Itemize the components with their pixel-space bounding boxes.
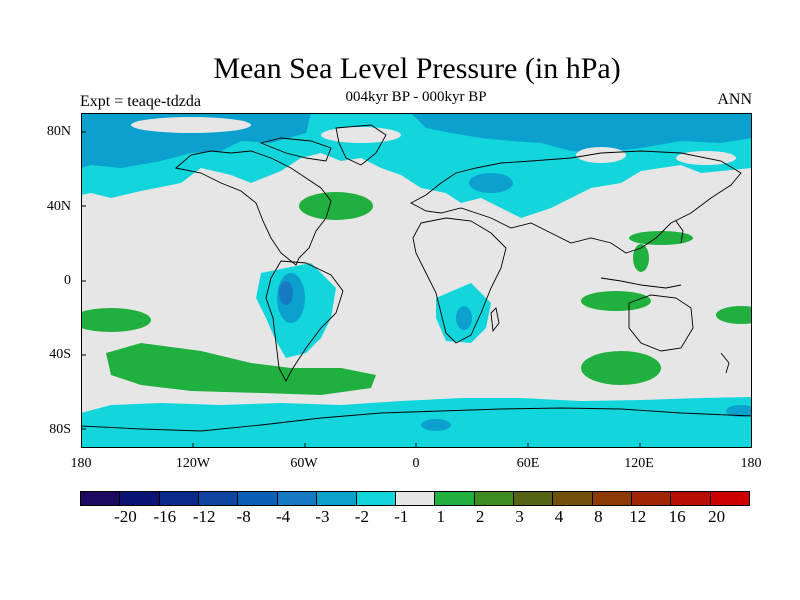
legend-label: -20 [114,507,137,526]
neutral-patch-north-1 [131,117,251,133]
anomaly-region-south-america-deep-blue [279,281,293,305]
legend-label: 12 [629,507,647,526]
lon-label-60w: 60W [290,456,318,471]
anomaly-region-africa-blue [456,306,472,330]
anomaly-region-tasman-green [716,306,752,324]
legend-label: 1 [436,507,445,526]
pressure-anomaly-map [81,113,752,448]
experiment-label: Expt = teaqe-tdzda [80,93,201,110]
legend-swatch [631,492,671,505]
season-label: ANN [717,91,752,108]
legend-label: 16 [668,507,686,526]
legend-label: -8 [236,507,251,526]
legend-swatch [276,492,317,505]
legend-label: 3 [515,507,524,526]
legend-swatch [81,492,120,505]
legend-swatch [394,492,435,505]
legend-label: -3 [315,507,330,526]
anomaly-region-indian-ocean-green [581,291,651,311]
legend-swatch [512,492,553,505]
lon-label-60e: 60E [516,456,540,471]
lon-label-120e: 120E [624,456,654,471]
legend-swatch [119,492,159,505]
anomaly-region-antarctic-blue [421,419,451,431]
legend-swatch [355,492,395,505]
legend-swatch [473,492,513,505]
anomaly-region-south-indian-green [581,351,661,385]
anomaly-region-west-pacific-green [633,244,649,272]
lat-label-80n: 80N [46,124,71,139]
legend-swatch [158,492,199,505]
legend-swatch [552,492,592,505]
lat-label-40n: 40N [46,199,71,214]
legend-swatch [591,492,632,505]
lon-label-180w: 180 [70,456,92,471]
anomaly-region-east-asia-green [629,231,693,245]
legend-label: 2 [475,507,485,526]
anomaly-region-north-atlantic-green [299,192,373,220]
lon-label-0: 0 [412,456,420,471]
anomaly-region-south-cyan [81,397,752,448]
chart-subtitle: 004kyr BP - 000kyr BP [345,89,487,105]
anomaly-region-east-pacific-green [81,308,151,332]
legend-swatch [237,492,277,505]
lat-label-80s: 80S [49,422,71,437]
legend-swatch [434,492,474,505]
legend-label: -16 [153,507,177,526]
legend-swatch [316,492,356,505]
chart-title: Mean Sea Level Pressure (in hPa) [213,52,621,85]
anomaly-region-north-blue-2 [411,113,752,153]
neutral-patch-north-2 [321,127,401,143]
coastlines [81,124,752,432]
legend-label: -12 [192,507,216,526]
legend-label: 4 [554,507,564,526]
legend-label: 20 [708,507,726,526]
anomaly-region-arctic-blue [469,173,513,193]
legend-swatch [198,492,238,505]
map-ticks [81,131,641,448]
legend-swatch [670,492,710,505]
legend-label: -4 [275,507,291,526]
neutral-patch-north-3 [576,147,626,163]
anomaly-region-antarctic-blue-2 [726,405,752,417]
lat-label-0: 0 [64,273,71,288]
legend-label: 8 [594,507,603,526]
legend-label: -1 [394,507,409,526]
lat-label-40s: 40S [49,347,71,362]
color-legend-bar [80,491,750,506]
lon-label-120w: 120W [175,456,211,471]
lon-label-180e: 180 [740,456,762,471]
legend-swatch [709,492,750,505]
legend-label: -2 [354,507,369,526]
anomaly-region-south-pacific-green [106,343,376,395]
